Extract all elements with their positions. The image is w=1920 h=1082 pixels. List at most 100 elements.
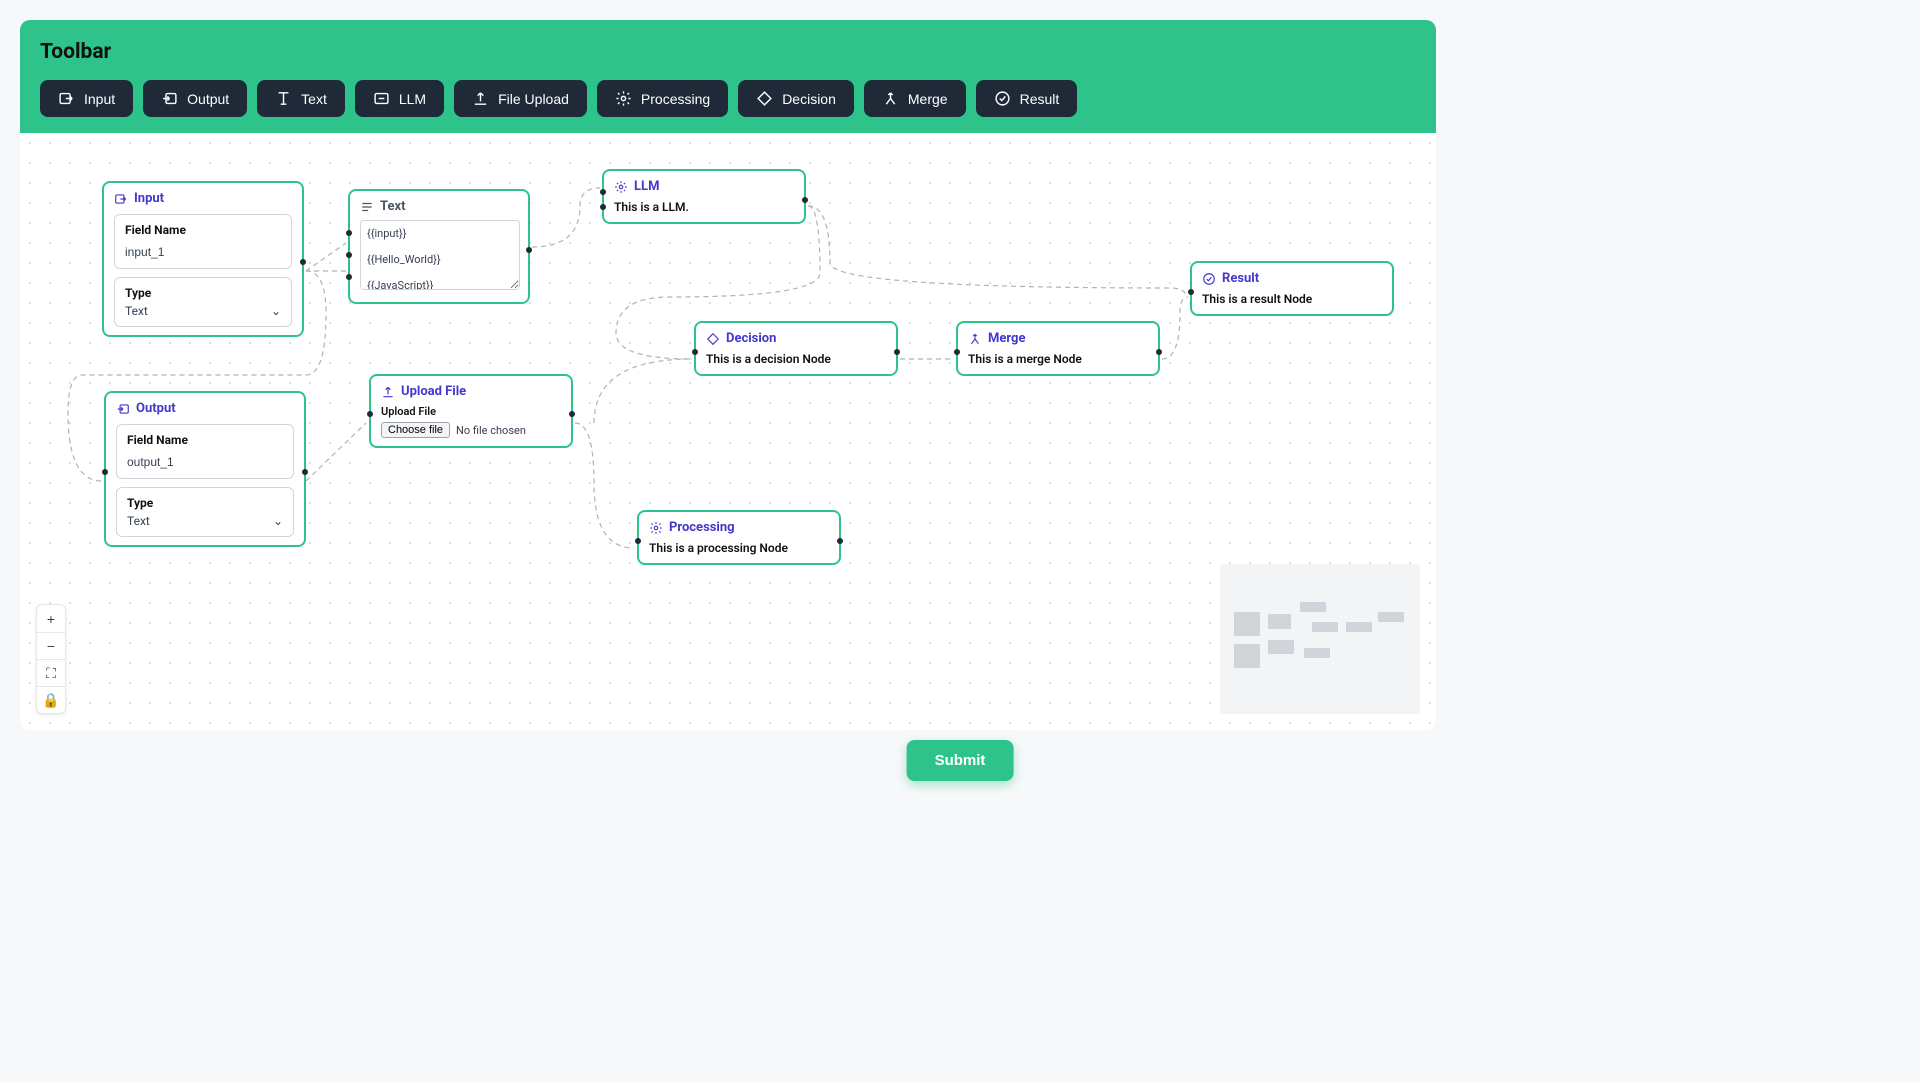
toolbar-merge-button[interactable]: Merge [864, 80, 966, 117]
toolbar-input-button[interactable]: Input [40, 80, 133, 117]
port[interactable] [1188, 289, 1194, 295]
output-type-label: Type [127, 496, 283, 510]
output-type-select[interactable]: Text ⌄ [127, 514, 283, 528]
node-decision-header: Decision [706, 331, 886, 346]
canvas[interactable]: Input Field Name Type Text ⌄ Output [20, 133, 1436, 730]
input-icon [58, 90, 75, 107]
zoom-out-button[interactable]: − [37, 632, 65, 659]
port[interactable] [837, 538, 843, 544]
port[interactable] [300, 259, 306, 265]
input-type-select[interactable]: Text ⌄ [125, 304, 281, 318]
chevron-down-icon: ⌄ [273, 514, 283, 528]
llm-icon [614, 180, 628, 194]
node-decision-body: This is a decision Node [706, 352, 886, 366]
output-icon [116, 402, 130, 416]
upload-icon [472, 90, 489, 107]
toolbar-btn-label: File Upload [498, 91, 569, 107]
node-processing[interactable]: Processing This is a processing Node [637, 510, 841, 565]
toolbar-result-button[interactable]: Result [976, 80, 1078, 117]
port[interactable] [635, 538, 641, 544]
node-text[interactable]: Text [348, 189, 530, 304]
toolbar-text-button[interactable]: Text [257, 80, 345, 117]
input-type-value: Text [125, 304, 148, 318]
node-upload-header: Upload File [381, 384, 561, 399]
toolbar-btn-label: Input [84, 91, 115, 107]
toolbar: Toolbar Input Output Text LLM File Upload Pro… [20, 20, 1436, 133]
port[interactable] [894, 349, 900, 355]
no-file-text: No file chosen [456, 424, 526, 437]
port[interactable] [954, 349, 960, 355]
node-merge-body: This is a merge Node [968, 352, 1148, 366]
zoom-in-button[interactable]: + [37, 605, 65, 632]
output-field-name-box: Field Name [116, 424, 294, 479]
toolbar-llm-button[interactable]: LLM [355, 80, 444, 117]
port[interactable] [346, 230, 352, 236]
port[interactable] [802, 197, 808, 203]
text-content[interactable] [360, 220, 520, 290]
toolbar-title: Toolbar [40, 40, 1416, 64]
node-input-header: Input [114, 191, 292, 206]
port[interactable] [102, 469, 108, 475]
node-decision-title: Decision [726, 331, 776, 346]
toolbar-file-upload-button[interactable]: File Upload [454, 80, 587, 117]
zoom-controls: + − ⛶ 🔒 [36, 604, 66, 714]
node-upload[interactable]: Upload File Upload File Choose file No f… [369, 374, 573, 448]
port[interactable] [367, 411, 373, 417]
node-decision[interactable]: Decision This is a decision Node [694, 321, 898, 376]
node-result-title: Result [1222, 271, 1259, 286]
node-merge-title: Merge [988, 331, 1026, 346]
merge-icon [968, 332, 982, 346]
node-output[interactable]: Output Field Name Type Text ⌄ [104, 391, 306, 547]
output-icon [161, 90, 178, 107]
node-upload-title: Upload File [401, 384, 466, 399]
result-icon [1202, 272, 1216, 286]
node-llm-body: This is a LLM. [614, 200, 794, 214]
toolbar-btn-label: Merge [908, 91, 948, 107]
input-field-name-value[interactable] [125, 245, 281, 259]
llm-icon [373, 90, 390, 107]
port[interactable] [1156, 349, 1162, 355]
node-result[interactable]: Result This is a result Node [1190, 261, 1394, 316]
lock-button[interactable]: 🔒 [37, 686, 65, 713]
output-type-value: Text [127, 514, 150, 528]
port[interactable] [302, 469, 308, 475]
toolbar-decision-button[interactable]: Decision [738, 80, 854, 117]
port[interactable] [346, 252, 352, 258]
port[interactable] [526, 247, 532, 253]
node-result-body: This is a result Node [1202, 292, 1382, 306]
toolbar-buttons: Input Output Text LLM File Upload Processing D… [40, 80, 1416, 117]
choose-file-button[interactable]: Choose file [381, 422, 450, 438]
file-chooser[interactable]: Choose file No file chosen [381, 422, 561, 438]
node-text-header: Text [360, 199, 518, 214]
node-processing-body: This is a processing Node [649, 541, 829, 555]
output-field-name-value[interactable] [127, 455, 283, 469]
chevron-down-icon: ⌄ [271, 304, 281, 318]
input-type-label: Type [125, 286, 281, 300]
port[interactable] [692, 349, 698, 355]
submit-button[interactable]: Submit [907, 740, 1014, 781]
upload-file-label: Upload File [381, 405, 561, 418]
input-icon [114, 192, 128, 206]
node-merge-header: Merge [968, 331, 1148, 346]
node-text-title: Text [380, 199, 406, 214]
fit-view-button[interactable]: ⛶ [37, 659, 65, 686]
node-merge[interactable]: Merge This is a merge Node [956, 321, 1160, 376]
toolbar-btn-label: Decision [782, 91, 836, 107]
input-field-name-label: Field Name [125, 223, 281, 237]
port[interactable] [569, 411, 575, 417]
port[interactable] [600, 189, 606, 195]
toolbar-btn-label: Processing [641, 91, 710, 107]
node-llm[interactable]: LLM This is a LLM. [602, 169, 806, 224]
node-processing-header: Processing [649, 520, 829, 535]
toolbar-output-button[interactable]: Output [143, 80, 247, 117]
toolbar-processing-button[interactable]: Processing [597, 80, 728, 117]
output-field-name-label: Field Name [127, 433, 283, 447]
port[interactable] [600, 204, 606, 210]
toolbar-btn-label: Text [301, 91, 327, 107]
minimap[interactable] [1220, 564, 1420, 714]
node-input[interactable]: Input Field Name Type Text ⌄ [102, 181, 304, 337]
toolbar-btn-label: Result [1020, 91, 1060, 107]
port[interactable] [346, 274, 352, 280]
text-icon [360, 200, 374, 214]
merge-icon [882, 90, 899, 107]
